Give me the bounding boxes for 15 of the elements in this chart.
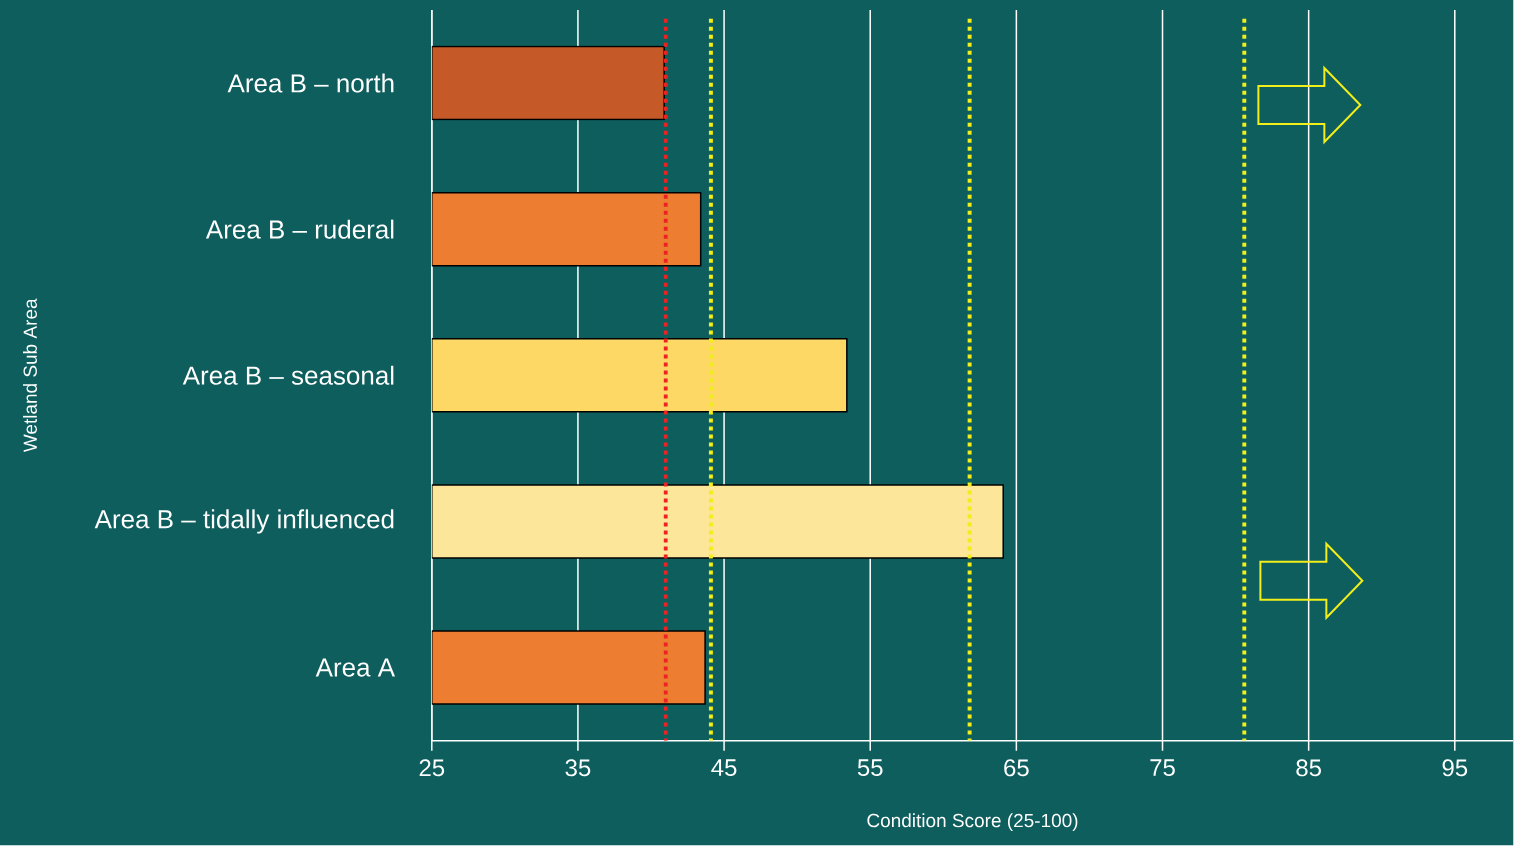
x-tick-label: 25 — [419, 759, 445, 777]
x-tick-label: 55 — [857, 759, 883, 777]
y-tick-label: Area B – seasonal — [182, 365, 394, 386]
x-tick-label: 65 — [1004, 759, 1029, 777]
y-tick-label: Area B – ruderal — [205, 219, 394, 239]
y-tick-label: Area A — [315, 658, 396, 677]
x-tick-label: 95 — [1442, 759, 1468, 777]
y-axis-title: Wetland Sub Area — [22, 298, 37, 453]
x-tick-label: 85 — [1296, 759, 1321, 777]
y-tick-label: Area B – tidally influenced — [94, 509, 394, 534]
x-axis-title: Condition Score (25-100) — [867, 813, 1078, 832]
x-tick-label: 75 — [1150, 759, 1175, 777]
x-tick-label: 35 — [565, 759, 591, 777]
y-tick-label: Area B – north — [227, 73, 394, 93]
x-tick-label: 45 — [711, 759, 737, 777]
